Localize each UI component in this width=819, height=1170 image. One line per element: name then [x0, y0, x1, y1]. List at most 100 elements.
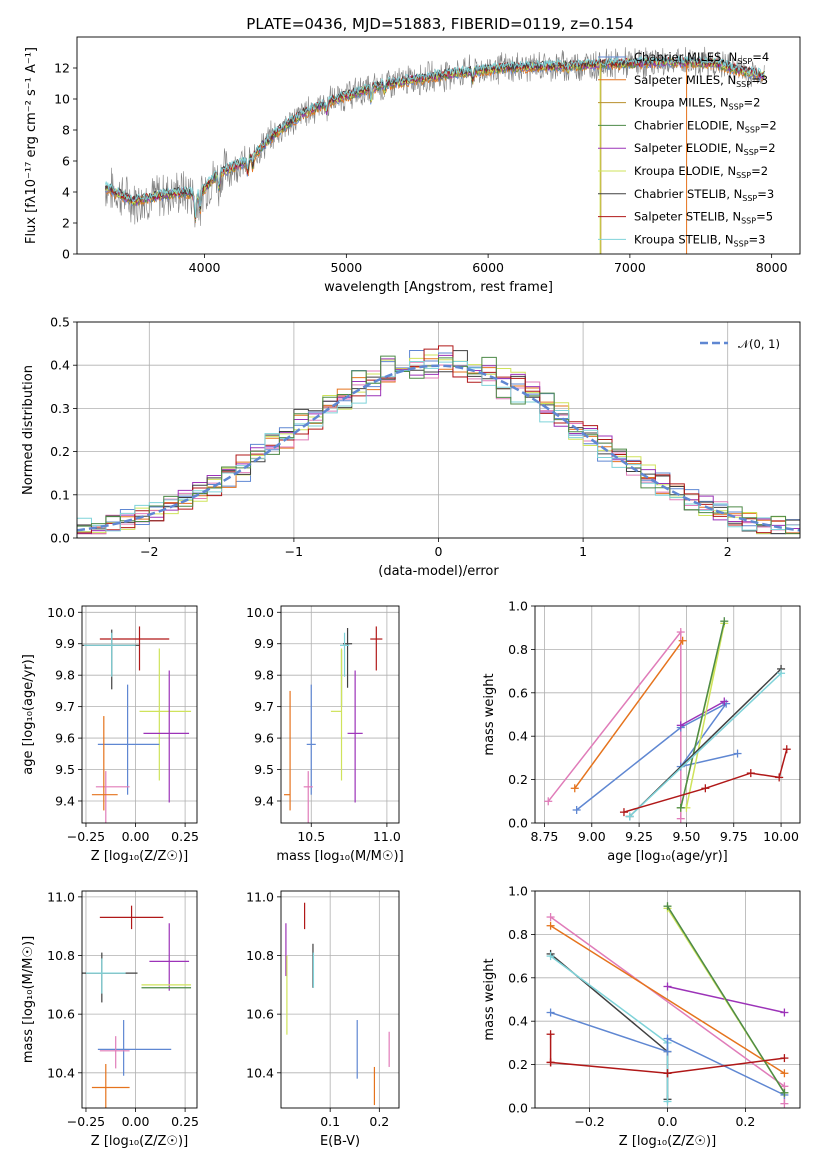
x-tick-label: 10.00 [763, 829, 799, 844]
x-tick-label: 8.75 [531, 829, 559, 844]
weight-marker [619, 808, 628, 817]
weight-marker [720, 697, 729, 706]
error-bar-point [99, 1036, 130, 1069]
weight-marker [546, 913, 555, 922]
legend-item: 𝒩(0, 1) [700, 337, 780, 351]
y-tick-label: 10.4 [246, 1065, 274, 1080]
y-tick-label: 0.8 [508, 642, 528, 657]
weight-series-line [574, 640, 684, 789]
plot-area [546, 902, 789, 1108]
y-axis-label: Flux [fλ10⁻¹⁷ erg cm⁻² s⁻¹ A⁻¹] [24, 47, 39, 244]
y-axis-label: mass [log₁₀(M/M☉)] [21, 936, 36, 1063]
legend-item: Kroupa MILES, NSSP=2 [598, 96, 760, 112]
residual-histogram [77, 349, 800, 535]
plot-area [284, 626, 383, 823]
legend-label: 𝒩(0, 1) [738, 337, 780, 351]
weight-series-line [623, 749, 788, 813]
error-bar-point [82, 952, 138, 1003]
weight-series-line [549, 1034, 785, 1075]
error-bar-point [97, 1020, 172, 1076]
weight-marker [780, 1088, 789, 1097]
model-spectrum-line [105, 54, 765, 218]
y-tick-label: 1.0 [508, 599, 528, 614]
mass-vs-z-panel: −0.25 0.00 0.25 10.4 10.6 10.8 11.0 Z [log₁₀(Z/… [21, 889, 199, 1149]
y-axis-label: mass weight [482, 958, 497, 1040]
weight-marker [780, 1054, 789, 1063]
y-tick-label: 9.5 [254, 762, 274, 777]
y-tick-label: 9.8 [55, 668, 75, 683]
legend-label: Salpeter STELIB, NSSP=5 [634, 210, 773, 226]
x-tick-label: 6000 [472, 260, 504, 275]
y-tick-label: 9.5 [55, 762, 75, 777]
legend-label: Kroupa STELIB, NSSP=3 [634, 232, 765, 248]
legend-label: Kroupa MILES, NSSP=2 [634, 96, 760, 112]
y-tick-label: 1.0 [508, 884, 528, 899]
x-tick-label: 0.1 [320, 1114, 340, 1129]
y-tick-label: 8 [62, 123, 70, 138]
x-tick-label: 9.25 [625, 829, 653, 844]
y-tick-label: 10.8 [246, 948, 274, 963]
y-tick-label: 9.8 [254, 668, 274, 683]
legend-label: Salpeter MILES, NSSP=3 [634, 73, 768, 89]
axes-frame [534, 605, 801, 824]
x-axis-label: E(B-V) [320, 1134, 360, 1149]
axes-frame [81, 890, 198, 1109]
axes-frame [76, 36, 801, 255]
x-tick-label: −2 [140, 544, 158, 559]
weight-marker [676, 814, 685, 823]
y-axis-label: age [log₁₀(age/yr)] [21, 654, 36, 775]
error-bar-point [303, 771, 313, 823]
weight-marker [676, 721, 685, 730]
y-tick-label: 0.0 [50, 531, 70, 546]
axes-frame [280, 890, 400, 1109]
weight-marker [780, 1069, 789, 1078]
plot-area [82, 626, 192, 823]
y-tick-label: 0.0 [508, 1101, 528, 1116]
x-tick-label: 2 [724, 544, 732, 559]
weight-vs-age-panel: 8.75 9.00 9.25 9.50 9.75 10.00 0.0 0.2 0.4 0.6 0.8… [482, 599, 801, 864]
error-bar-point [143, 670, 190, 803]
spectrum-panel: 4000 5000 6000 7000 8000 0 2 4 6 8 10 12 wavelength … [24, 36, 801, 295]
weight-marker [546, 952, 555, 961]
x-tick-label: 9.75 [720, 829, 748, 844]
legend-label: Chabrier ELODIE, NSSP=2 [634, 118, 777, 134]
y-axis-label: Normed distribution [21, 365, 36, 495]
x-tick-label: 0.00 [122, 829, 150, 844]
observed-spectrum-line [105, 46, 765, 228]
weight-marker [676, 628, 685, 637]
x-tick-label: −0.25 [67, 829, 105, 844]
residual-histogram [77, 345, 800, 534]
legend-item: Kroupa ELODIE, NSSP=2 [598, 164, 768, 180]
weight-series-line [576, 702, 738, 811]
legend-item: Chabrier STELIB, NSSP=3 [598, 187, 774, 203]
y-tick-label: 9.9 [254, 636, 274, 651]
weight-vs-z-panel: −0.2 0.0 0.2 0.0 0.2 0.4 0.6 0.8 1.0 Z [log₁₀(Z/Z… [482, 884, 801, 1149]
y-tick-label: 9.7 [55, 699, 75, 714]
weight-marker [701, 784, 710, 793]
y-tick-label: 11.0 [246, 889, 274, 904]
error-bar-point [85, 958, 126, 994]
error-bar-point [149, 923, 190, 991]
x-tick-label: 0.2 [369, 1114, 389, 1129]
y-tick-label: 12 [54, 61, 70, 76]
x-tick-label: 9.00 [578, 829, 606, 844]
weight-series-line [666, 905, 786, 1094]
error-bar-point [340, 632, 350, 677]
weight-marker [546, 1058, 555, 1067]
legend-label: Chabrier MILES, NSSP=4 [634, 50, 769, 66]
y-tick-label: 2 [62, 216, 70, 231]
y-tick-label: 9.4 [254, 793, 274, 808]
plot-area [105, 46, 765, 254]
axes-frame [534, 890, 801, 1109]
x-tick-label: 0.0 [658, 1114, 678, 1129]
weight-marker [663, 1069, 672, 1078]
weight-marker [720, 617, 729, 626]
y-tick-label: 0.6 [508, 970, 528, 985]
y-tick-label: 10.4 [47, 1065, 75, 1080]
x-tick-label: 10.5 [297, 829, 325, 844]
weight-series-line [550, 953, 669, 1100]
age-vs-mass-panel: 10.5 11.0 9.4 9.5 9.6 9.7 9.8 9.9 10.0 mass [log₁… [246, 605, 404, 864]
axes-frame [280, 605, 400, 824]
x-axis-label: Z [log₁₀(Z/Z☉)] [91, 1134, 188, 1149]
y-tick-label: 0.2 [50, 444, 70, 459]
